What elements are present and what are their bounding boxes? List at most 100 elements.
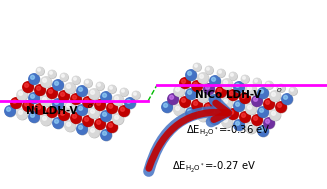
Circle shape [217, 107, 221, 111]
Circle shape [176, 106, 180, 110]
Circle shape [205, 66, 213, 74]
Circle shape [103, 131, 107, 135]
Circle shape [61, 74, 68, 81]
Circle shape [29, 93, 39, 103]
Circle shape [65, 121, 76, 132]
Circle shape [17, 90, 27, 100]
Circle shape [284, 95, 287, 99]
Circle shape [41, 77, 51, 87]
Circle shape [222, 98, 232, 108]
Circle shape [35, 85, 45, 95]
Circle shape [210, 114, 221, 125]
Circle shape [77, 86, 88, 97]
Circle shape [67, 122, 71, 126]
Circle shape [77, 124, 87, 134]
Circle shape [164, 103, 167, 107]
Circle shape [91, 90, 95, 94]
Circle shape [204, 84, 215, 95]
Circle shape [43, 116, 46, 120]
Circle shape [59, 110, 70, 121]
Circle shape [188, 109, 192, 113]
Circle shape [174, 105, 184, 115]
Circle shape [47, 88, 58, 99]
Circle shape [89, 127, 100, 138]
Circle shape [37, 68, 44, 75]
Circle shape [41, 96, 51, 106]
Circle shape [224, 118, 228, 122]
Circle shape [89, 89, 99, 99]
Circle shape [113, 114, 123, 124]
Circle shape [240, 93, 250, 103]
Circle shape [91, 128, 95, 132]
Circle shape [188, 90, 192, 94]
Circle shape [53, 80, 64, 91]
Circle shape [38, 68, 40, 71]
Circle shape [234, 120, 245, 131]
Circle shape [228, 90, 239, 101]
Circle shape [37, 86, 41, 90]
Circle shape [265, 81, 273, 89]
Circle shape [217, 88, 221, 92]
Circle shape [133, 92, 136, 95]
Circle shape [246, 123, 256, 133]
Circle shape [248, 86, 251, 90]
Circle shape [65, 121, 75, 131]
Circle shape [119, 106, 129, 116]
Circle shape [41, 115, 52, 126]
Circle shape [23, 101, 33, 111]
Circle shape [218, 70, 225, 77]
Circle shape [204, 103, 214, 113]
Circle shape [170, 95, 174, 99]
Circle shape [113, 95, 124, 106]
Circle shape [192, 100, 203, 111]
Circle shape [192, 100, 202, 110]
Circle shape [240, 93, 251, 104]
Circle shape [49, 89, 53, 93]
Circle shape [242, 94, 246, 98]
Circle shape [229, 72, 237, 80]
Circle shape [37, 105, 41, 109]
Circle shape [67, 103, 71, 107]
Circle shape [71, 113, 81, 123]
Circle shape [276, 102, 287, 113]
Circle shape [109, 86, 116, 93]
Circle shape [101, 92, 112, 103]
Circle shape [260, 127, 264, 131]
Text: $_O$: $_O$ [276, 86, 283, 95]
Circle shape [78, 125, 82, 129]
Circle shape [48, 70, 56, 78]
Circle shape [264, 118, 275, 129]
Circle shape [23, 82, 33, 92]
Circle shape [60, 73, 68, 81]
Circle shape [53, 118, 64, 129]
Circle shape [246, 104, 256, 114]
Circle shape [41, 96, 52, 107]
Circle shape [212, 77, 215, 81]
Circle shape [234, 120, 244, 130]
Circle shape [43, 78, 46, 82]
Circle shape [95, 100, 105, 110]
Circle shape [180, 78, 191, 89]
Circle shape [210, 114, 220, 124]
Circle shape [55, 119, 59, 123]
Circle shape [19, 110, 23, 114]
Circle shape [235, 102, 239, 106]
Circle shape [12, 99, 17, 103]
Circle shape [218, 70, 221, 73]
Circle shape [53, 99, 63, 109]
Circle shape [53, 99, 64, 110]
Circle shape [289, 87, 297, 95]
Circle shape [222, 79, 233, 90]
Circle shape [270, 91, 280, 101]
Circle shape [89, 127, 99, 137]
Circle shape [29, 93, 40, 104]
Circle shape [97, 83, 100, 86]
Circle shape [282, 94, 293, 105]
Circle shape [35, 104, 46, 115]
Circle shape [207, 67, 209, 70]
Circle shape [107, 103, 117, 113]
Circle shape [73, 95, 77, 99]
Circle shape [121, 89, 128, 96]
Circle shape [41, 115, 51, 125]
Circle shape [222, 79, 232, 89]
